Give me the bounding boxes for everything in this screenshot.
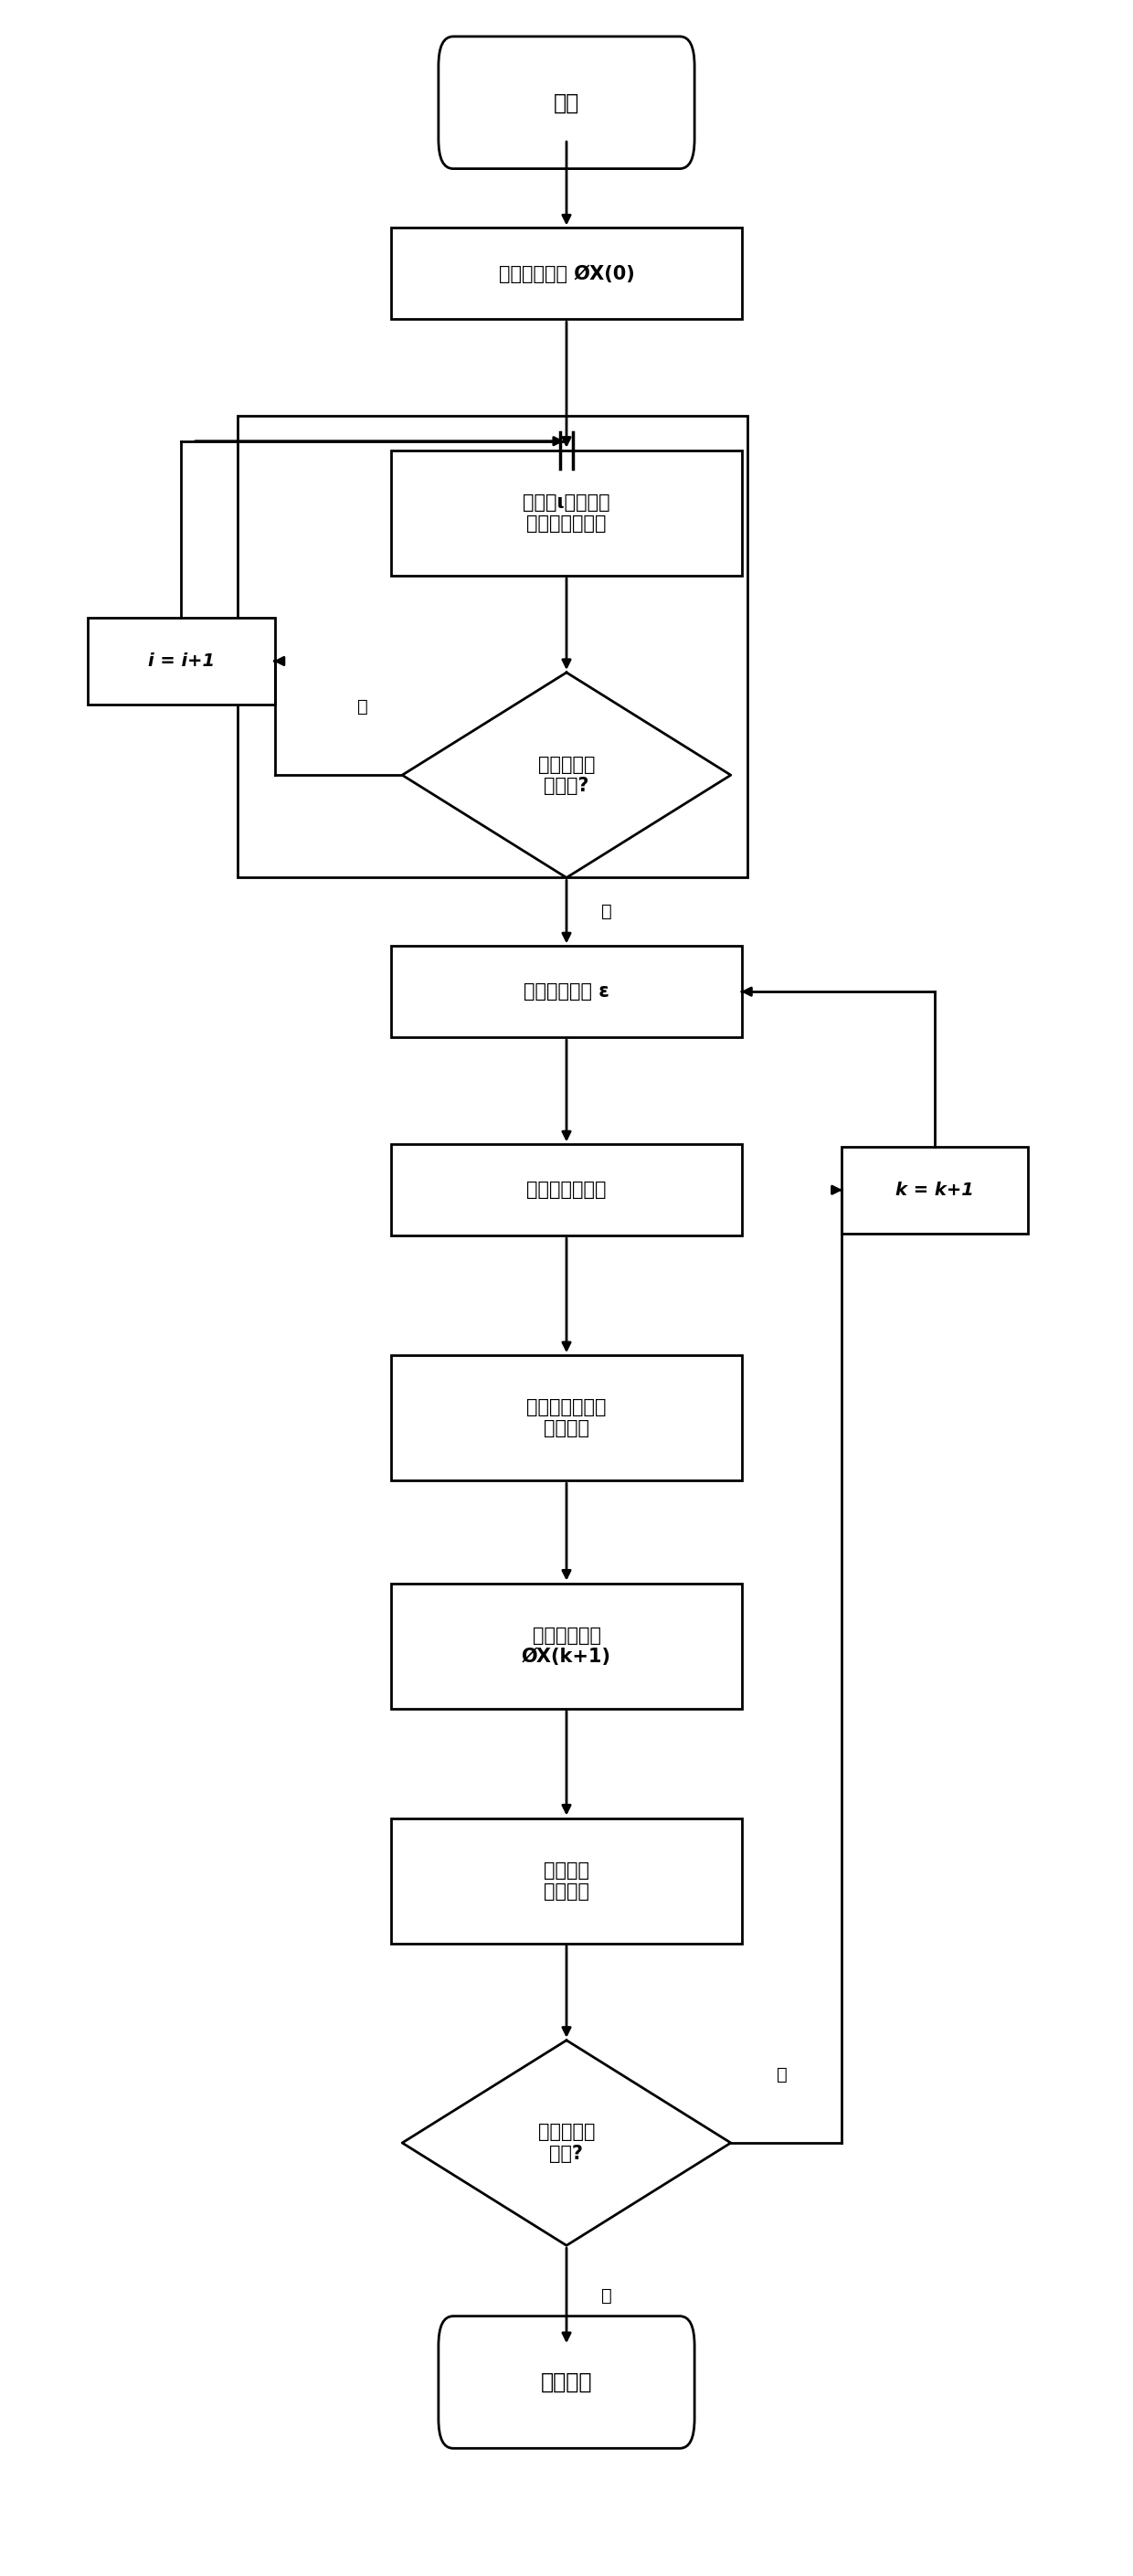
FancyBboxPatch shape (391, 1144, 742, 1236)
Polygon shape (402, 2040, 731, 2246)
FancyBboxPatch shape (438, 36, 695, 167)
FancyBboxPatch shape (438, 2316, 695, 2447)
Text: 是: 是 (600, 2287, 612, 2306)
Text: 计算误差向量 ε: 计算误差向量 ε (523, 981, 610, 1002)
Text: 计算完成: 计算完成 (540, 2372, 593, 2393)
Text: 开始: 开始 (554, 93, 579, 113)
Text: 计算雅克比矩阵: 计算雅克比矩阵 (527, 1180, 606, 1198)
Text: 所有图像计
算完成?: 所有图像计 算完成? (538, 755, 595, 796)
Text: i = i+1: i = i+1 (148, 652, 214, 670)
FancyBboxPatch shape (88, 618, 274, 703)
Text: 误差小于预
设值?: 误差小于预 设值? (538, 2123, 595, 2164)
Text: 计算未知向量的
修正向量: 计算未知向量的 修正向量 (527, 1399, 606, 1437)
Text: 否: 否 (357, 698, 368, 716)
Text: k = k+1: k = k+1 (895, 1182, 974, 1198)
FancyBboxPatch shape (841, 1146, 1029, 1234)
Text: 更新未知向量
ØX(k+1): 更新未知向量 ØX(k+1) (521, 1625, 612, 1667)
FancyBboxPatch shape (391, 451, 742, 574)
FancyBboxPatch shape (391, 1819, 742, 1942)
Text: 确定迭代初值 ØX(0): 确定迭代初值 ØX(0) (499, 265, 634, 283)
FancyBboxPatch shape (391, 1355, 742, 1481)
FancyBboxPatch shape (391, 945, 742, 1038)
Text: 计算第ι张图像中
的理论投影位置: 计算第ι张图像中 的理论投影位置 (522, 492, 611, 533)
FancyBboxPatch shape (391, 1584, 742, 1708)
Polygon shape (402, 672, 731, 878)
Text: 是: 是 (600, 904, 612, 920)
Text: 计算新的
误差向量: 计算新的 误差向量 (544, 1860, 589, 1901)
Text: 否: 否 (776, 2066, 787, 2084)
FancyBboxPatch shape (391, 227, 742, 319)
